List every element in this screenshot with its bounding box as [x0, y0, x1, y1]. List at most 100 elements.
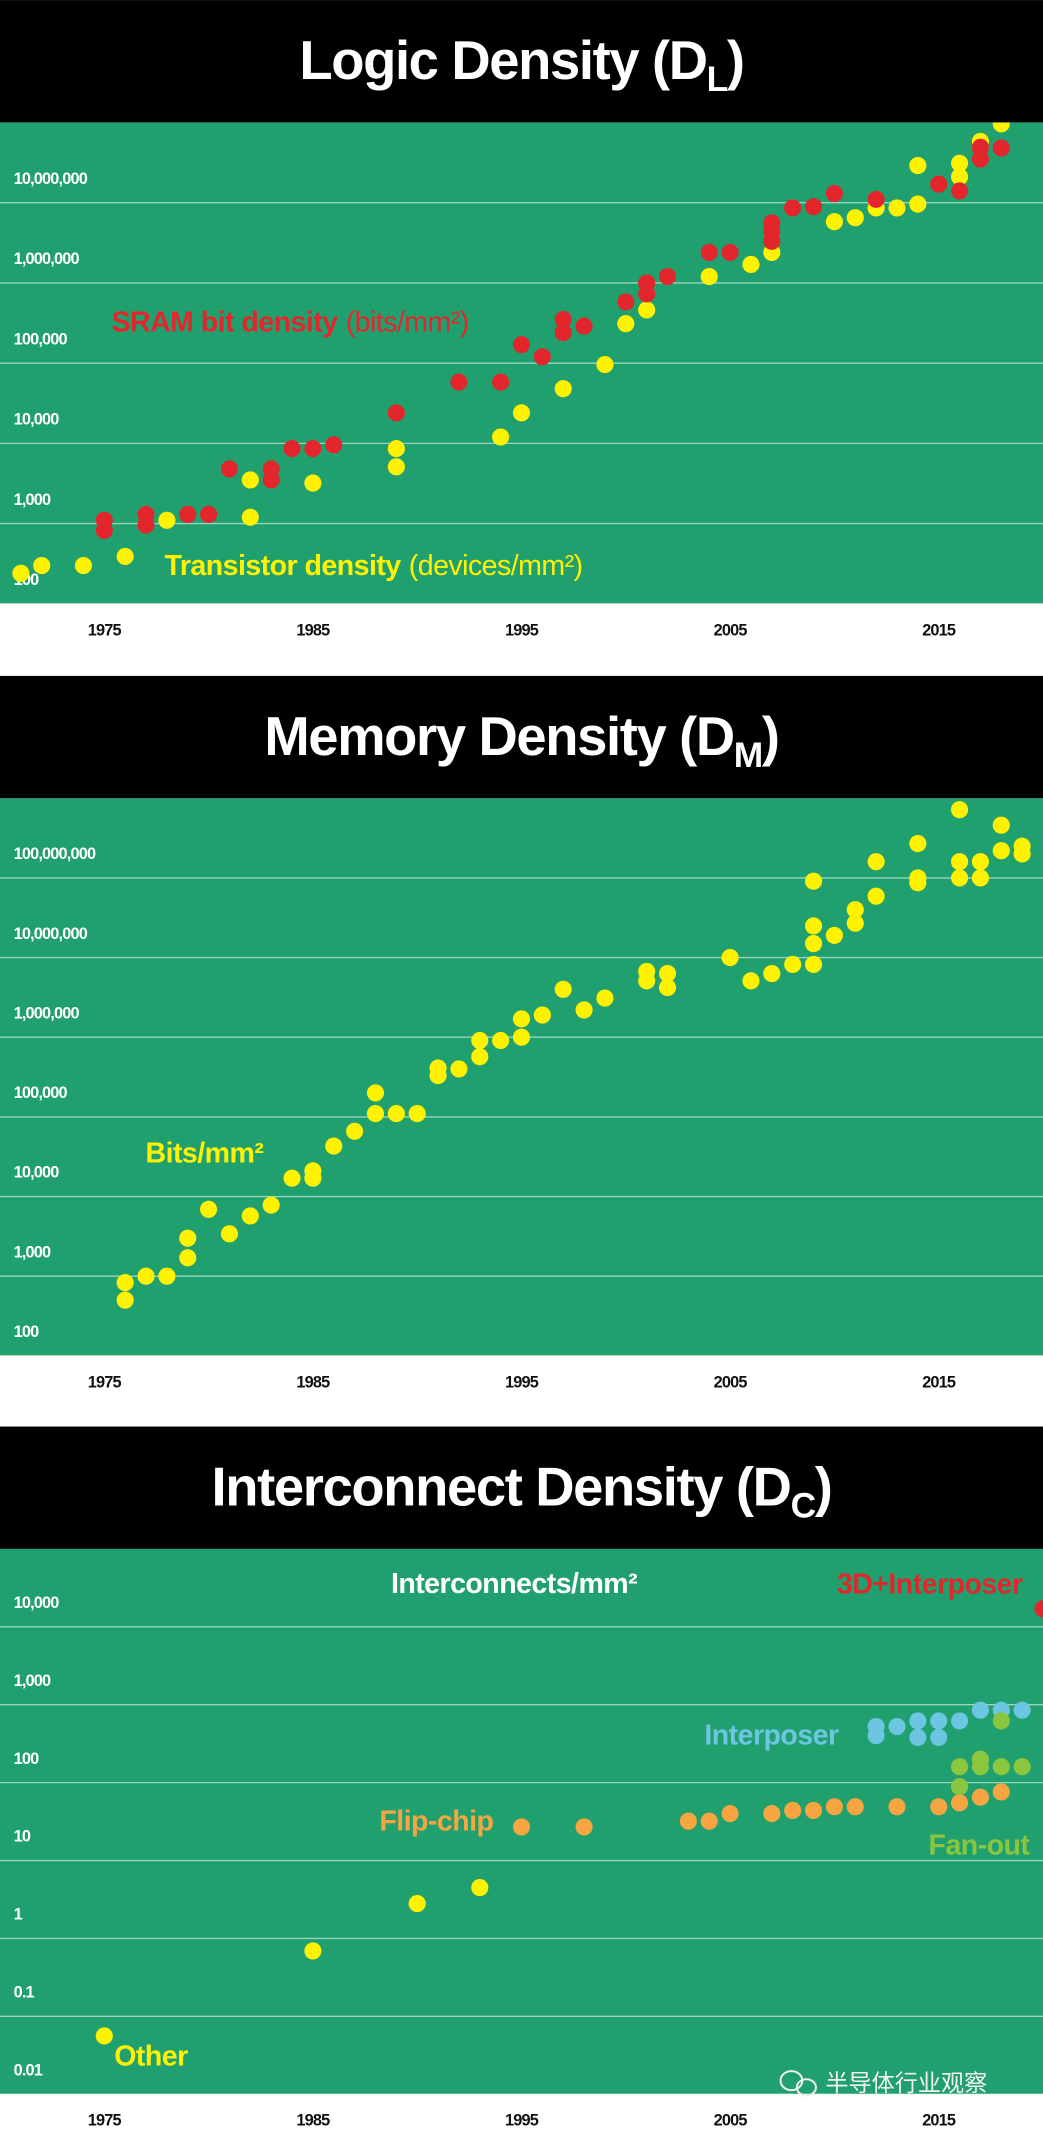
- data-point: [784, 199, 802, 217]
- data-point: [742, 255, 760, 273]
- data-point: [992, 842, 1010, 860]
- data-point: [241, 471, 259, 489]
- data-point: [471, 1048, 489, 1066]
- data-point: [512, 404, 531, 422]
- chart-title: Interconnect Density (DC): [212, 1456, 832, 1525]
- y-tick-label: 10,000: [14, 411, 60, 429]
- data-point: [492, 428, 510, 446]
- title-end: ): [727, 30, 744, 91]
- series-label: 3D+Interposer: [837, 1568, 1023, 1600]
- data-point: [971, 1788, 989, 1806]
- data-point: [804, 1801, 823, 1819]
- series-label: Other: [114, 2040, 188, 2072]
- data-point: [512, 1818, 531, 1836]
- x-tick-label: 1985: [296, 621, 330, 639]
- data-point: [950, 869, 969, 887]
- data-point: [1013, 1701, 1031, 1719]
- data-point: [241, 1207, 259, 1225]
- data-point: [950, 182, 969, 200]
- title-subscript: C: [791, 1487, 816, 1526]
- chart-title: Logic Density (DL): [299, 30, 743, 99]
- data-point: [950, 1712, 969, 1730]
- data-point: [950, 1777, 969, 1796]
- data-point: [220, 1225, 239, 1243]
- y-tick-label: 100: [14, 1323, 39, 1341]
- title-main: Interconnect Density (D: [212, 1456, 791, 1517]
- data-point: [179, 1249, 197, 1267]
- data-point: [533, 1006, 551, 1024]
- series-label: Flip-chip: [379, 1805, 493, 1837]
- x-tick-label: 1975: [88, 1373, 122, 1391]
- chart-title: Memory Density (DM): [264, 706, 778, 775]
- data-point: [784, 955, 802, 974]
- y-tick-label: 1,000,000: [14, 1004, 80, 1022]
- data-point: [992, 139, 1010, 157]
- chart-panel: Interconnect Density (DC) 0.01 0.1 1 10 100 1,…: [0, 1426, 1043, 2131]
- data-point: [804, 934, 823, 953]
- data-point: [512, 1010, 531, 1028]
- data-point: [971, 869, 989, 887]
- data-point: [617, 293, 635, 311]
- title-end: ): [762, 706, 779, 767]
- data-point: [846, 901, 864, 919]
- series-name: Transistor density: [165, 550, 402, 582]
- y-tick-label: 100,000: [14, 330, 68, 348]
- data-point: [804, 872, 823, 890]
- data-point: [909, 869, 927, 887]
- series-unit: (devices/mm²): [409, 550, 583, 582]
- data-point: [492, 373, 510, 391]
- data-point: [867, 1717, 885, 1736]
- data-point: [992, 1783, 1010, 1801]
- data-point: [950, 1794, 969, 1812]
- title-end: ): [815, 1456, 832, 1517]
- data-point: [658, 965, 677, 983]
- data-point: [950, 1758, 969, 1776]
- data-point: [200, 505, 218, 524]
- data-point: [638, 285, 656, 303]
- x-tick-label: 2015: [922, 621, 956, 639]
- title-subscript: L: [707, 60, 728, 99]
- series-label: Bits/mm²: [146, 1137, 264, 1169]
- data-point: [658, 979, 677, 997]
- y-tick-label: 1,000: [14, 1243, 51, 1261]
- points: [116, 801, 1031, 1309]
- y-tick-label: 1: [14, 1906, 23, 1924]
- y-tick-label: 10,000,000: [14, 925, 88, 943]
- series-name: SRAM bit density: [112, 306, 339, 338]
- data-point: [387, 404, 405, 422]
- series-label: Transistor density (devices/mm²): [165, 550, 583, 582]
- series-name: Bits/mm²: [146, 1137, 264, 1169]
- title-band: [0, 0, 1043, 123]
- data-point: [888, 1798, 906, 1816]
- data-point: [638, 301, 656, 319]
- data-point: [408, 1895, 426, 1913]
- x-tick-label: 1985: [296, 1373, 330, 1391]
- y-tick-label: 100: [14, 1750, 39, 1768]
- data-point: [846, 1798, 864, 1816]
- x-tick-label: 2005: [714, 2112, 748, 2130]
- y-tick-label: 1,000: [14, 491, 51, 509]
- data-point: [283, 1169, 301, 1187]
- series-label: Interposer: [704, 1719, 839, 1751]
- data-point: [721, 243, 739, 261]
- data-point: [74, 556, 93, 575]
- y-tick-label: 10,000,000: [14, 170, 88, 188]
- series-label: SRAM bit density (bits/mm²): [112, 306, 469, 338]
- data-point: [366, 1084, 385, 1102]
- data-point: [471, 1878, 489, 1897]
- x-tick-label: 2015: [922, 2112, 956, 2130]
- data-point: [992, 816, 1010, 834]
- data-point: [283, 440, 301, 458]
- y-tick-label: 0.01: [14, 2061, 43, 2079]
- data-point: [971, 853, 989, 871]
- data-point: [638, 972, 656, 990]
- data-point: [971, 1758, 989, 1776]
- data-point: [137, 1267, 155, 1285]
- data-point: [721, 949, 739, 967]
- data-point: [33, 556, 51, 575]
- axis-band: [0, 2094, 1043, 2131]
- data-point: [804, 917, 823, 935]
- data-point: [930, 1798, 948, 1816]
- data-point: [387, 458, 405, 476]
- axis-band: [0, 1355, 1043, 1427]
